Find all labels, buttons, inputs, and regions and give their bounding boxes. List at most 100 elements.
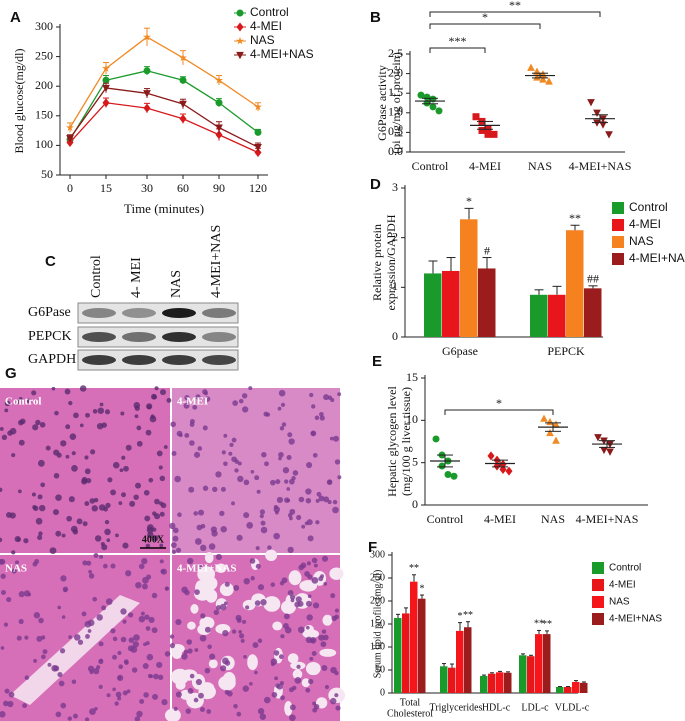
nucleus bbox=[18, 618, 24, 625]
bar bbox=[480, 675, 488, 693]
nucleus bbox=[173, 706, 178, 711]
nucleus bbox=[79, 385, 87, 392]
legend-label: 4-MEI+NAS bbox=[609, 614, 662, 625]
y-tick-label: 150 bbox=[35, 108, 53, 122]
nucleus bbox=[202, 425, 208, 431]
nucleus bbox=[232, 400, 238, 406]
legend-label: Control bbox=[609, 563, 641, 574]
nucleus bbox=[184, 432, 190, 438]
nucleus bbox=[55, 494, 62, 501]
nucleus bbox=[145, 641, 150, 646]
nucleus bbox=[107, 477, 113, 483]
x-tick-label: Triglycerides bbox=[430, 702, 483, 713]
nucleus bbox=[181, 586, 188, 594]
nucleus bbox=[115, 533, 119, 538]
nucleus bbox=[67, 716, 73, 721]
x-axis-label: Time (minutes) bbox=[124, 201, 204, 216]
band bbox=[82, 332, 116, 342]
nucleus bbox=[171, 451, 177, 456]
y-axis-label: Blood glucose(mg/dl) bbox=[12, 49, 26, 154]
marker bbox=[143, 90, 151, 98]
x-tick-label: 4-MEI+NAS bbox=[569, 159, 632, 173]
nucleus bbox=[66, 515, 72, 522]
marker bbox=[143, 32, 151, 41]
nucleus bbox=[97, 407, 105, 415]
significance: * bbox=[496, 396, 502, 410]
nucleus bbox=[72, 529, 79, 535]
nucleus bbox=[94, 535, 102, 542]
vacuole bbox=[215, 563, 227, 573]
x-tick-label: 15 bbox=[100, 181, 112, 195]
nucleus bbox=[147, 531, 154, 539]
vacuole bbox=[272, 621, 283, 631]
histology-panel: NAS bbox=[0, 553, 171, 721]
nucleus bbox=[327, 395, 333, 400]
significance: ** bbox=[509, 0, 521, 12]
band bbox=[122, 308, 156, 318]
nucleus bbox=[323, 581, 328, 586]
marker bbox=[487, 451, 495, 461]
nucleus bbox=[146, 524, 154, 531]
nucleus bbox=[37, 494, 43, 500]
nucleus bbox=[114, 701, 119, 706]
nucleus bbox=[316, 491, 322, 497]
nucleus bbox=[93, 497, 99, 503]
nucleus bbox=[242, 406, 249, 413]
nucleus bbox=[24, 635, 29, 640]
band bbox=[202, 332, 236, 342]
nucleus bbox=[68, 400, 73, 406]
vacuole bbox=[302, 629, 320, 639]
y-axis-label: Serum lipid profile (mg/dl) bbox=[372, 570, 383, 679]
nucleus bbox=[212, 486, 218, 492]
nucleus bbox=[118, 664, 124, 670]
nucleus bbox=[123, 465, 129, 472]
nucleus bbox=[101, 544, 108, 551]
nucleus bbox=[112, 636, 118, 642]
nucleus bbox=[287, 432, 293, 438]
nucleus bbox=[320, 641, 327, 648]
bar bbox=[440, 666, 448, 693]
y-tick-label: 50 bbox=[375, 664, 385, 675]
nucleus bbox=[91, 505, 98, 512]
nucleus bbox=[65, 424, 71, 430]
nucleus bbox=[169, 522, 176, 530]
nucleus bbox=[315, 520, 320, 525]
nucleus bbox=[26, 398, 32, 404]
nucleus bbox=[321, 555, 329, 562]
nucleus bbox=[249, 558, 256, 564]
marker bbox=[527, 63, 535, 71]
y-tick-label: 0.0 bbox=[388, 144, 403, 158]
nucleus bbox=[9, 512, 16, 519]
nucleus bbox=[61, 615, 66, 619]
marker bbox=[66, 135, 74, 143]
nucleus bbox=[0, 711, 6, 718]
y-tick-label: 2.0 bbox=[388, 65, 403, 79]
nucleus bbox=[169, 643, 176, 649]
vacuole bbox=[329, 567, 344, 580]
nucleus bbox=[138, 563, 145, 570]
nucleus bbox=[16, 635, 22, 641]
y-tick-label: 300 bbox=[370, 549, 385, 560]
x-tick-label: LDL-c bbox=[521, 702, 549, 713]
nucleus bbox=[161, 699, 168, 706]
nucleus bbox=[243, 655, 247, 659]
nucleus bbox=[260, 520, 266, 526]
nucleus bbox=[106, 693, 111, 698]
y-tick-label: 1.5 bbox=[388, 85, 403, 99]
nucleus bbox=[86, 560, 92, 566]
nucleus bbox=[270, 662, 275, 667]
nucleus bbox=[199, 634, 207, 642]
nucleus bbox=[242, 685, 250, 692]
nucleus bbox=[197, 446, 203, 451]
nucleus bbox=[192, 404, 198, 410]
nucleus bbox=[246, 521, 254, 529]
nucleus bbox=[154, 498, 160, 505]
nucleus bbox=[296, 514, 302, 521]
nucleus bbox=[3, 622, 9, 627]
marker bbox=[499, 459, 507, 469]
bar bbox=[504, 672, 512, 693]
vacuole bbox=[305, 661, 321, 676]
nucleus bbox=[224, 581, 230, 587]
nucleus bbox=[40, 635, 46, 640]
nucleus bbox=[0, 427, 4, 431]
